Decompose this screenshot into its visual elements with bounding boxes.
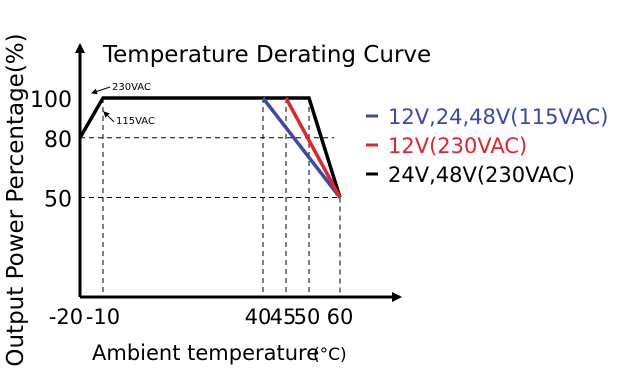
x-axis-label: Ambient temperature [92, 341, 319, 365]
series-line [261, 96, 342, 199]
x-tick-label: -20 [49, 305, 83, 329]
y-tick-label: 80 [44, 128, 72, 153]
y-tick-label: 100 [30, 88, 72, 113]
x-tick-label: -10 [86, 305, 120, 329]
reference-lines [80, 98, 341, 297]
x-tick-label: 45 [270, 305, 297, 329]
x-tick-label: 60 [327, 305, 354, 329]
x-tick-label: 40 [245, 305, 272, 329]
legend-label: 12V,24,48V(115VAC) [388, 105, 608, 129]
legend-label: 12V(230VAC) [388, 134, 527, 158]
chart-title: Temperature Derating Curve [102, 42, 431, 68]
x-axis-unit: (°C) [313, 345, 347, 365]
annotation-115vac: 115VAC [116, 116, 155, 127]
legend-label: 24V,48V(230VAC) [388, 163, 575, 187]
y-axis-label: Output Power Percentage(%) [3, 33, 29, 366]
annotation-230vac: 230VAC [112, 82, 151, 93]
y-tick-label: 50 [44, 188, 72, 213]
x-tick-label: 50 [294, 305, 321, 329]
annotations: 230VAC 115VAC [91, 82, 155, 127]
series-layer [78, 96, 342, 199]
annotation-leader-115vac [103, 111, 115, 123]
x-axis-title: Ambient temperature (°C) [92, 341, 347, 365]
series-line [78, 96, 342, 199]
annotation-leader-230vac [91, 86, 111, 95]
series-line [284, 97, 342, 199]
legend: 12V,24,48V(115VAC) 12V(230VAC) 24V,48V(230… [366, 105, 608, 187]
